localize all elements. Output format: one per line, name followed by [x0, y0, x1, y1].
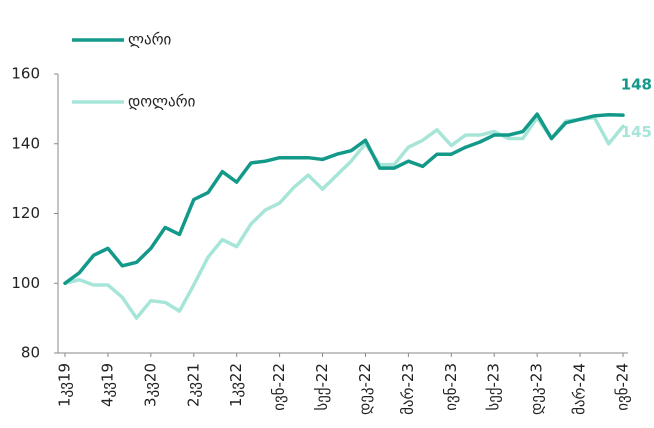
- legend-label: ლარი: [128, 31, 172, 49]
- end-label: 145: [621, 123, 652, 141]
- series-line: [63, 115, 625, 320]
- x-tick-label: 1კვ19: [56, 363, 74, 407]
- x-tick-label: 3კვ20: [141, 363, 159, 407]
- y-tick-label: 80: [21, 344, 40, 362]
- x-tick-label: დეკ-22: [356, 363, 374, 415]
- x-tick-label: მარ-23: [399, 363, 417, 415]
- x-tick-label: 4კვ19: [98, 363, 116, 407]
- series-line: [63, 112, 625, 285]
- end-label: 148: [621, 76, 652, 94]
- x-tick-label: დეკ-23: [528, 363, 546, 415]
- x-tick-label: ივნ-24: [614, 363, 632, 411]
- y-tick-label: 160: [11, 65, 40, 83]
- x-tick-label: 2კვ21: [184, 363, 202, 407]
- x-tick-label: ივნ-23: [442, 363, 460, 411]
- x-tick-label: ივნ-22: [270, 363, 288, 411]
- y-tick-label: 100: [11, 274, 40, 292]
- x-tick-label: სექ-23: [485, 363, 503, 411]
- y-tick-label: 140: [11, 134, 40, 152]
- x-tick-label: 1კვ22: [227, 363, 245, 407]
- legend-label: დოლარი: [128, 93, 196, 111]
- y-tick-label: 120: [11, 204, 40, 222]
- x-tick-label: სექ-22: [313, 363, 331, 411]
- x-tick-label: მარ-24: [571, 363, 589, 415]
